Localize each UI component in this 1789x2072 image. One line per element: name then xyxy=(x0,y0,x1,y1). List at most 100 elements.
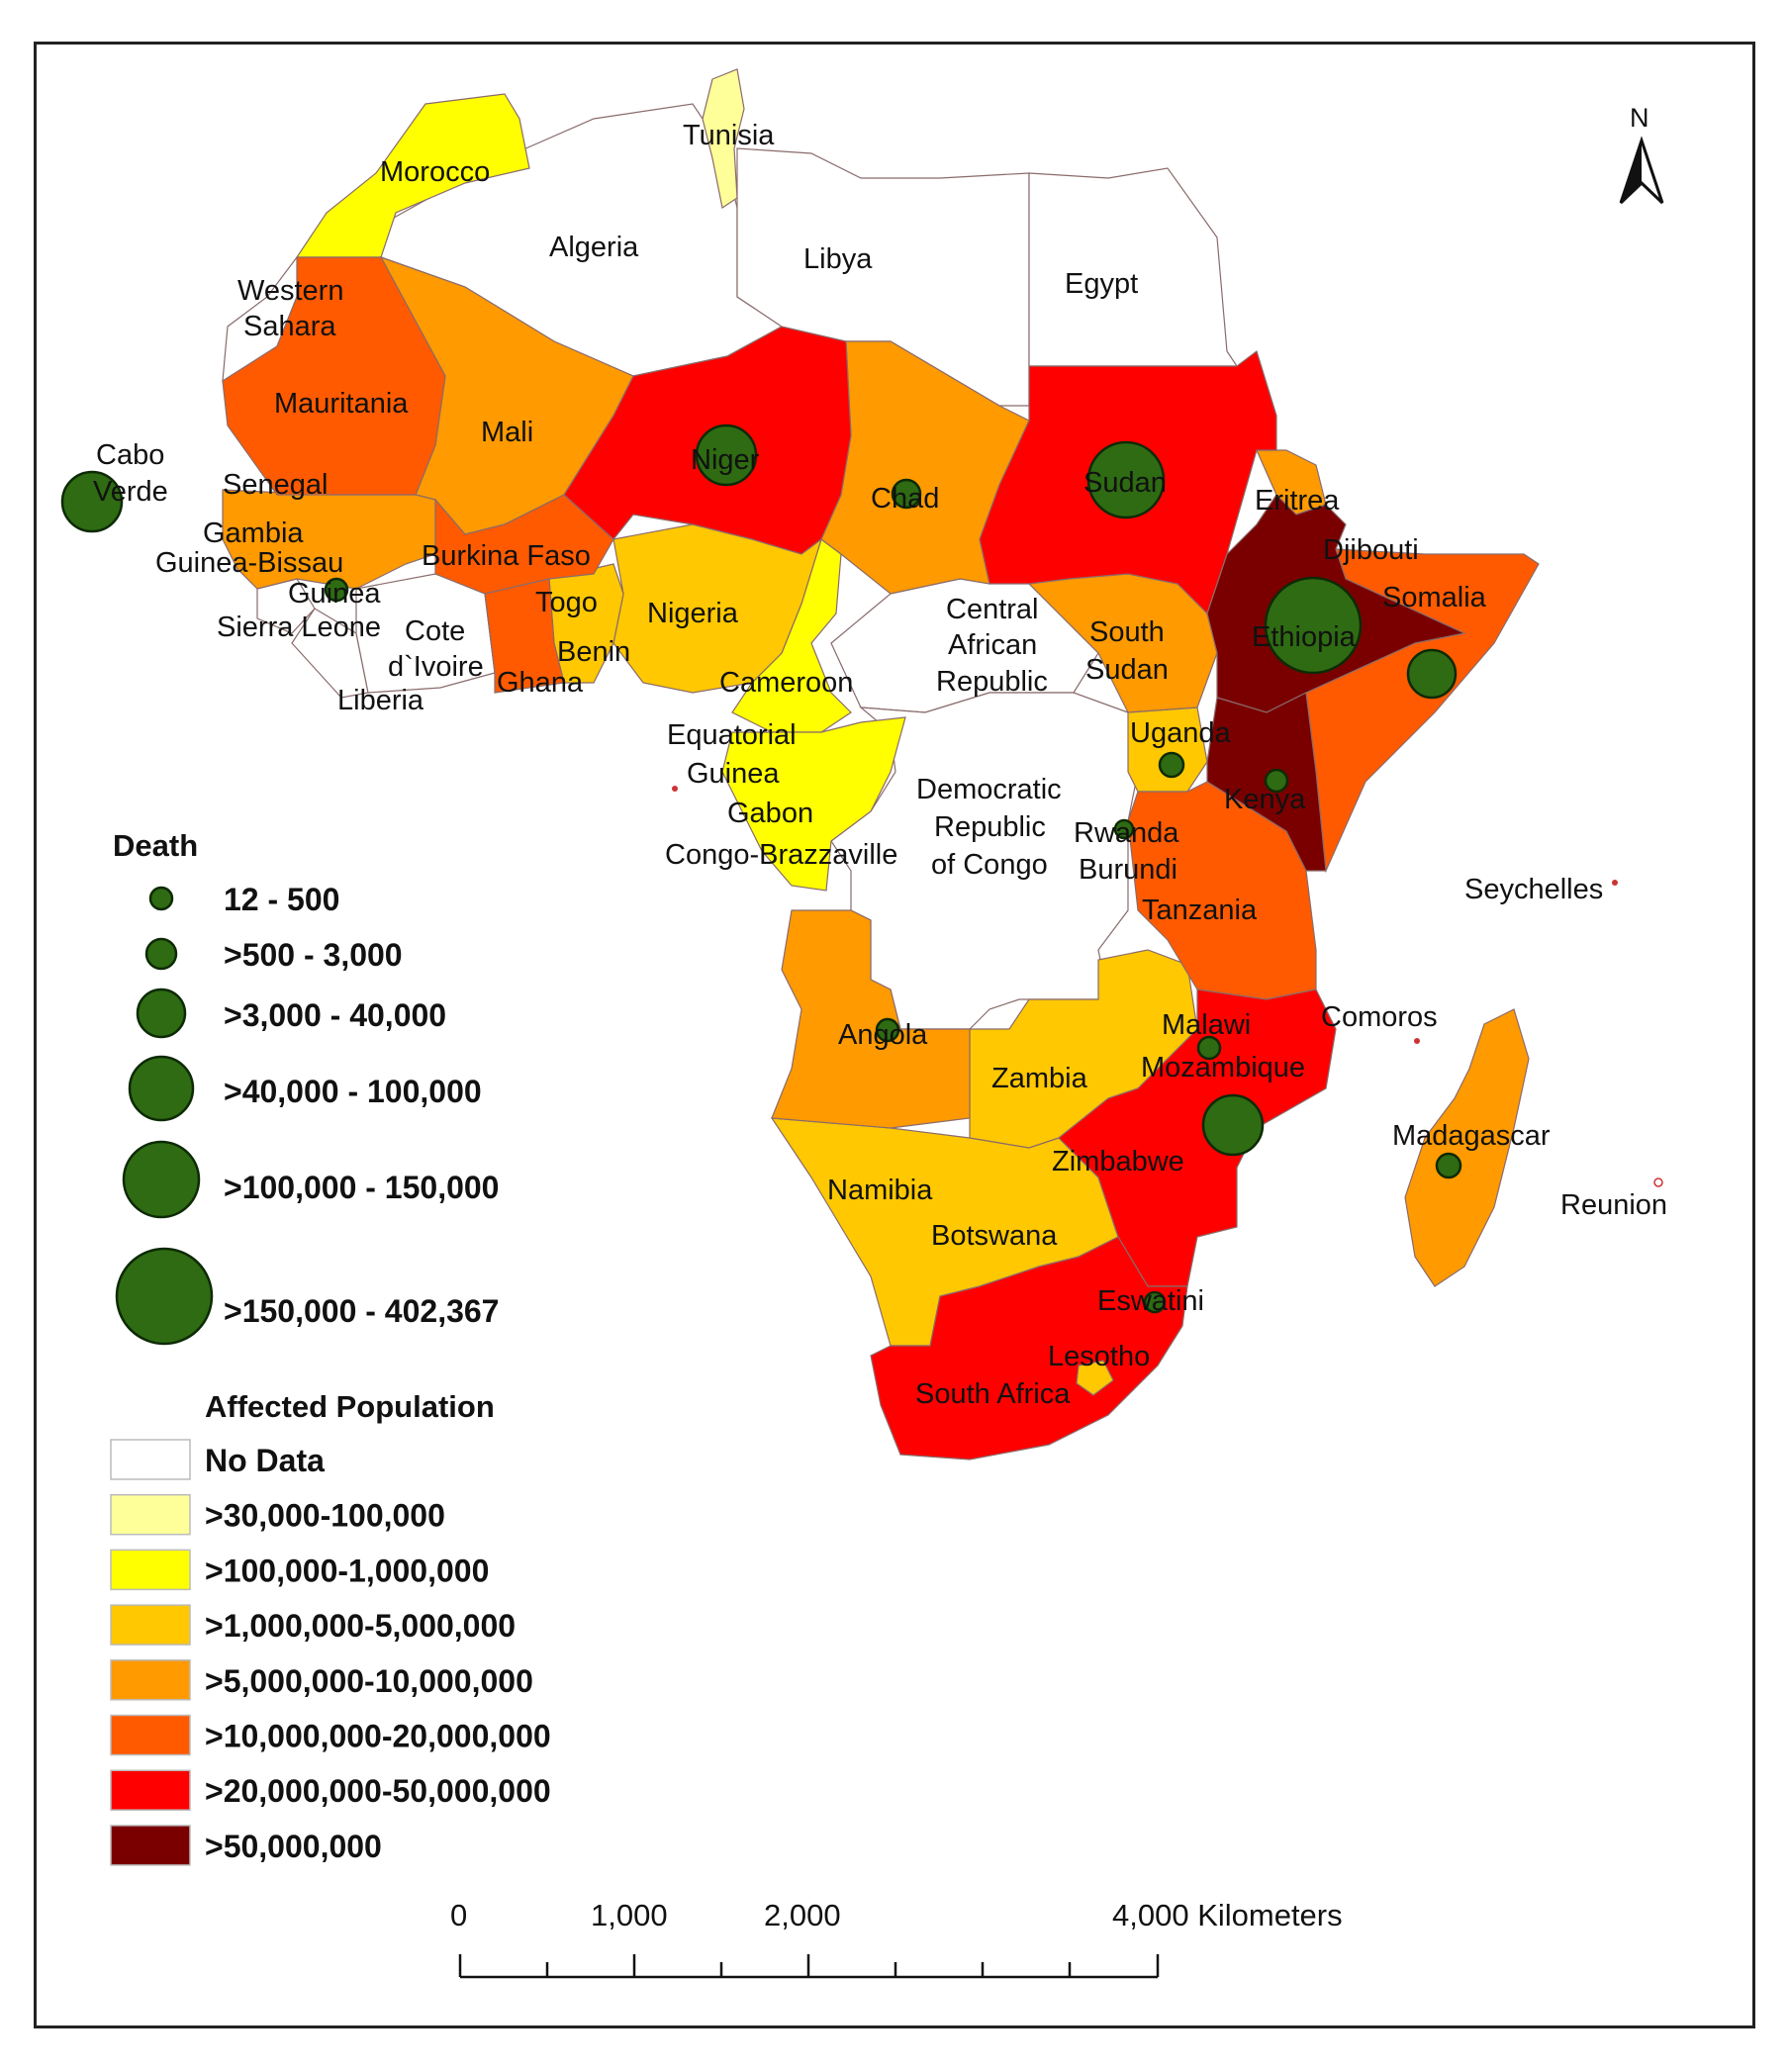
label-cabo-verde-1: Cabo xyxy=(96,439,164,471)
legend-death-title: Death xyxy=(113,828,198,863)
north-arrow-label: N xyxy=(1630,103,1649,133)
legend-death-label-4: >40,000 - 100,000 xyxy=(224,1074,482,1109)
label-car-2: African xyxy=(948,629,1037,661)
label-mozambique: Mozambique xyxy=(1141,1052,1305,1083)
death-bubble-chad xyxy=(891,478,922,510)
label-cote-divoire-2: d`Ivoire xyxy=(388,651,484,683)
death-bubble-somalia xyxy=(1406,648,1458,700)
country-morocco xyxy=(295,93,530,258)
label-sierra-leone: Sierra Leone xyxy=(217,612,381,643)
label-south-sudan-2: Sudan xyxy=(1085,654,1169,686)
legend-affected-label-2: >30,000-100,000 xyxy=(205,1498,445,1534)
label-car-3: Republic xyxy=(936,666,1048,698)
death-bubble-niger xyxy=(695,424,758,487)
label-reunion: Reunion xyxy=(1560,1189,1667,1221)
label-drc-1: Democratic xyxy=(916,774,1062,805)
label-gabon: Gabon xyxy=(727,798,813,829)
label-ethiopia: Ethiopia xyxy=(1252,621,1357,653)
legend-death-label-3: >3,000 - 40,000 xyxy=(224,997,446,1033)
country-labels: Tunisia Morocco Algeria Libya Egypt West… xyxy=(93,120,1667,1410)
label-eritrea: Eritrea xyxy=(1255,485,1340,517)
label-uganda: Uganda xyxy=(1130,717,1231,749)
label-mali: Mali xyxy=(481,417,533,448)
label-eswatini: Eswatini xyxy=(1097,1285,1204,1317)
label-zimbabwe: Zimbabwe xyxy=(1052,1146,1184,1177)
label-rwanda: Rwanda xyxy=(1074,817,1179,849)
legend-death-symbol-1 xyxy=(148,886,174,911)
scale-label-0: 0 xyxy=(450,1898,467,1932)
label-angola: Angola xyxy=(838,1019,928,1051)
death-bubble-kenya xyxy=(1264,768,1289,794)
country-shapes xyxy=(222,68,1663,1460)
label-tanzania: Tanzania xyxy=(1142,895,1258,926)
death-bubble-madagascar xyxy=(1435,1152,1462,1179)
country-egypt xyxy=(1028,167,1239,367)
label-kenya: Kenya xyxy=(1224,784,1306,815)
label-somalia: Somalia xyxy=(1382,582,1487,613)
legend-affected-swatch-2 xyxy=(110,1493,191,1536)
label-egypt: Egypt xyxy=(1065,268,1138,300)
label-comoros: Comoros xyxy=(1321,1001,1438,1033)
label-nigeria: Nigeria xyxy=(647,598,739,629)
legend-death-symbol-5 xyxy=(122,1140,201,1219)
legend-affected-swatch-3 xyxy=(110,1549,191,1591)
label-libya: Libya xyxy=(803,243,873,275)
death-bubble-eswatini xyxy=(1143,1290,1167,1314)
label-cameroon: Cameroon xyxy=(719,667,853,699)
island-near-gabon xyxy=(672,786,678,792)
country-madagascar xyxy=(1404,1008,1530,1287)
label-zambia: Zambia xyxy=(991,1063,1088,1094)
label-liberia: Liberia xyxy=(337,685,424,716)
country-comoros xyxy=(1414,1038,1420,1044)
label-benin: Benin xyxy=(557,636,630,668)
scale-label-1000: 1,000 xyxy=(591,1898,668,1932)
legend-death: Death 12 - 500 >500 - 3,000 >3,000 - 40,… xyxy=(113,828,499,1346)
legend-death-label-2: >500 - 3,000 xyxy=(224,937,403,973)
country-tunisia xyxy=(702,68,745,209)
country-gabon-congo xyxy=(721,716,906,892)
death-bubble-mozambique xyxy=(1201,1093,1265,1157)
country-reunion xyxy=(1653,1177,1663,1187)
legend-affected-swatch-7 xyxy=(110,1769,191,1811)
label-niger: Niger xyxy=(691,444,760,476)
country-angola xyxy=(771,909,971,1129)
legend-affected-swatch-6 xyxy=(110,1714,191,1756)
legend-affected-swatch-1 xyxy=(110,1439,191,1480)
label-seychelles: Seychelles xyxy=(1464,874,1603,905)
legend-affected-swatch-5 xyxy=(110,1659,191,1701)
legend-death-label-6: >150,000 - 402,367 xyxy=(224,1293,499,1329)
label-western-sahara-2: Sahara xyxy=(243,311,336,342)
legend-affected-label-6: >10,000,000-20,000,000 xyxy=(205,1719,551,1754)
country-liberia xyxy=(291,608,369,699)
scale-label-2000: 2,000 xyxy=(764,1898,841,1932)
label-equatorial-guinea-1: Equatorial xyxy=(667,719,797,751)
country-seychelles xyxy=(1612,880,1618,886)
legend-affected: Affected Population No Data >30,000-100,0… xyxy=(110,1389,551,1866)
death-bubble-ethiopia xyxy=(1264,576,1363,675)
label-malawi: Malawi xyxy=(1162,1009,1251,1041)
legend-affected-label-7: >20,000,000-50,000,000 xyxy=(205,1773,551,1809)
label-lesotho: Lesotho xyxy=(1048,1341,1150,1372)
death-bubble-angola xyxy=(875,1017,900,1043)
legend-affected-label-1: No Data xyxy=(205,1443,325,1478)
legend-affected-swatch-8 xyxy=(110,1825,191,1866)
legend-affected-title: Affected Population xyxy=(205,1389,495,1424)
death-bubble-cabo-verde xyxy=(60,470,124,533)
country-lesotho xyxy=(1076,1360,1114,1396)
label-sudan: Sudan xyxy=(1083,467,1167,499)
death-bubble-malawi xyxy=(1196,1035,1222,1061)
legend-death-label-1: 12 - 500 xyxy=(224,882,339,917)
legend-affected-label-3: >100,000-1,000,000 xyxy=(205,1553,489,1588)
label-guinea-bissau: Guinea-Bissau xyxy=(155,547,343,579)
map-frame xyxy=(34,42,1755,2028)
label-madagascar: Madagascar xyxy=(1392,1120,1551,1152)
legend-death-symbol-2 xyxy=(144,937,178,971)
label-gambia: Gambia xyxy=(203,518,304,549)
label-drc-3: of Congo xyxy=(931,849,1048,881)
legend-death-symbol-3 xyxy=(136,988,187,1039)
label-equatorial-guinea-2: Guinea xyxy=(687,758,780,790)
label-chad: Chad xyxy=(871,483,939,515)
country-ghana xyxy=(484,578,565,694)
label-guinea: Guinea xyxy=(288,578,381,610)
